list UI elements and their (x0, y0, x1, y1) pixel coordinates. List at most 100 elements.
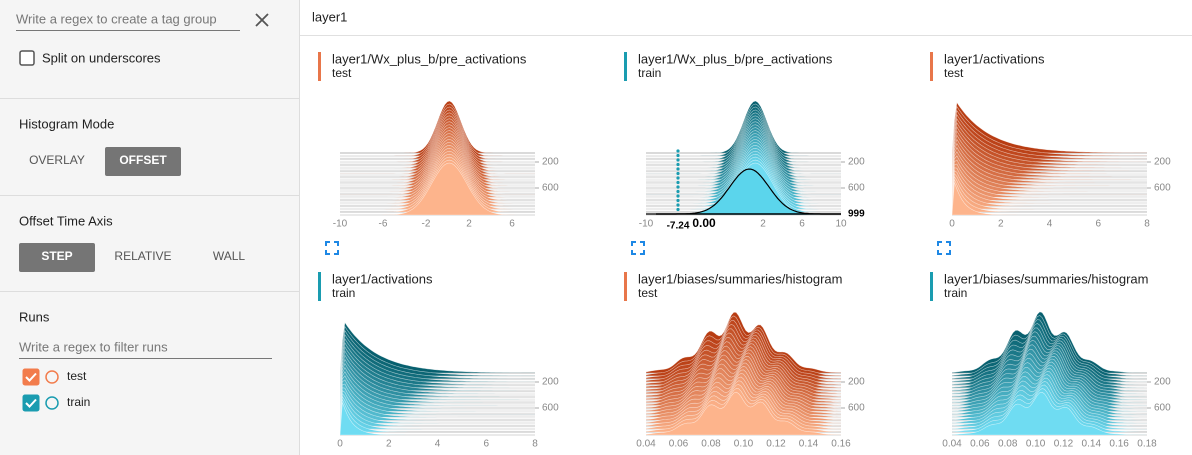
x-tick-label: 4 (1047, 219, 1053, 230)
x-tick-label: 0.10 (1026, 439, 1046, 450)
x-tick-label: -10 (639, 219, 654, 230)
tag-filter-input[interactable]: Write a regex to create a tag group (16, 11, 217, 26)
x-tick-label: 0.12 (766, 439, 786, 450)
card-run: train (332, 286, 355, 300)
histogram-ridge (339, 321, 536, 374)
expand-icon[interactable] (937, 241, 951, 255)
y-tick-label: 200 (848, 377, 865, 388)
run-checkbox[interactable] (22, 394, 40, 412)
y-tick-label: 200 (1154, 377, 1171, 388)
y-tick-label: 200 (542, 157, 559, 168)
hover-dot (676, 171, 680, 176)
x-tick-label: 8 (532, 439, 538, 450)
search-input[interactable]: layer1 (312, 9, 347, 24)
run-name: test (67, 369, 87, 383)
x-tick-label: 0.14 (799, 439, 819, 450)
expand-icon[interactable] (631, 241, 645, 255)
section-title: Runs (19, 309, 50, 324)
toggle-label[interactable]: RELATIVE (114, 249, 171, 263)
histogram-ridge (951, 178, 1148, 213)
x-tick-label: 0.16 (1109, 439, 1129, 450)
x-tick-label: 2 (760, 219, 766, 230)
hover-dot (676, 180, 680, 185)
sidebar (0, 0, 299, 455)
x-tick-label: 0.16 (831, 439, 851, 450)
x-tick-label: 0.06 (970, 439, 990, 450)
histogram-ridge (339, 398, 536, 433)
hover-dot (676, 167, 680, 171)
run-name: train (67, 395, 90, 409)
check-mark (25, 398, 37, 408)
hover-dot (676, 176, 680, 180)
run-color-bar (318, 272, 321, 301)
x-tick-label: 0.08 (998, 439, 1018, 450)
hover-dot (676, 203, 680, 207)
run-color-bar (318, 52, 321, 81)
x-tick-label: 6 (483, 439, 489, 450)
hover-dot (676, 162, 680, 167)
x-tick-label: 8 (1144, 219, 1150, 230)
x-tick-label: 2 (998, 219, 1004, 230)
toggle-label[interactable]: STEP (41, 249, 72, 263)
x-tick-label: -2 (422, 219, 431, 230)
x-tick-label: 6 (799, 219, 805, 230)
hover-dot (676, 149, 680, 153)
run-checkbox[interactable] (22, 368, 40, 386)
run-filter-input[interactable]: Write a regex to filter runs (19, 339, 168, 354)
run-color-dot (45, 396, 59, 410)
card-run: test (638, 286, 658, 300)
y-tick-label: 200 (1154, 157, 1171, 168)
card-tag: layer1/biases/summaries/histogram (944, 271, 1148, 286)
section-title: Histogram Mode (19, 116, 114, 131)
x-tick-label: 2 (386, 439, 392, 450)
histogram-ridge (645, 391, 842, 436)
x-tick-label: 0.08 (701, 439, 721, 450)
y-tick-label: 200 (542, 377, 559, 388)
card-tag: layer1/Wx_plus_b/pre_activations (638, 51, 833, 66)
x-tick-label: 10 (835, 219, 847, 230)
run-color-bar (930, 272, 933, 301)
y-tick-label: 600 (1154, 403, 1171, 414)
x-tick-label: 0.04 (942, 439, 962, 450)
x-tick-label: -10 (333, 219, 348, 230)
hover-dot (676, 185, 680, 189)
toggle-button[interactable] (105, 147, 181, 176)
toggle-label[interactable]: WALL (213, 249, 246, 263)
run-color-bar (930, 52, 933, 81)
expand-icon[interactable] (325, 241, 339, 255)
x-tick-label: -6 (379, 219, 388, 230)
card-tag: layer1/activations (332, 271, 433, 286)
card-run: test (332, 66, 352, 80)
card-run: test (944, 66, 964, 80)
card-run: train (944, 286, 967, 300)
hover-dot (676, 153, 680, 158)
toggle-label[interactable]: OVERLAY (29, 153, 85, 167)
histogram-ridge (951, 105, 1148, 157)
histogram-ridge (340, 162, 535, 216)
split-label: Split on underscores (42, 50, 161, 65)
y-tick-label: 200 (848, 157, 865, 168)
hover-dot (676, 194, 680, 198)
histogram-ridge (951, 391, 1148, 436)
run-color-bar (624, 272, 627, 301)
hover-dot (676, 158, 680, 162)
toggle-button[interactable] (19, 243, 95, 272)
x-tick-label: 0.06 (669, 439, 689, 450)
y-tick-label: 600 (542, 183, 559, 194)
histogram-ridge (339, 402, 535, 436)
hover-step: 999 (848, 209, 865, 220)
section-title: Offset Time Axis (19, 213, 113, 228)
hover-dot (676, 198, 680, 203)
toggle-label[interactable]: OFFSET (119, 153, 167, 167)
split-checkbox[interactable] (19, 50, 35, 66)
y-tick-label: 600 (1154, 183, 1171, 194)
x-tick-label: 0 (337, 439, 343, 450)
hover-x: -7.24 (667, 221, 690, 232)
x-tick-label: 6 (1095, 219, 1101, 230)
x-tick-label: 0.14 (1082, 439, 1102, 450)
x-tick-label: 6 (509, 219, 515, 230)
x-tick-label: 0.18 (1137, 439, 1157, 450)
card-run: train (638, 66, 661, 80)
x-tick-label: 0.10 (734, 439, 754, 450)
clear-icon[interactable] (255, 13, 269, 27)
